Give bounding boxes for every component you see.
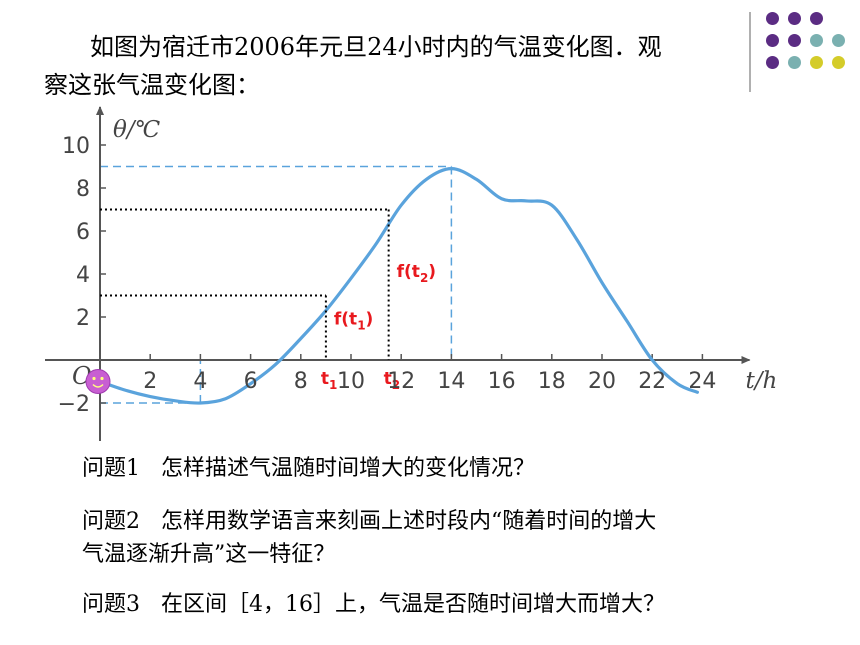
x-tick-label: 6 xyxy=(244,369,258,394)
decor-dot xyxy=(810,34,823,47)
decor-dot xyxy=(832,34,845,47)
intro-line-2: 察这张气温变化图： xyxy=(44,71,260,99)
x-tick-label: 24 xyxy=(688,369,716,394)
y-tick-label: 6 xyxy=(76,220,90,245)
decor-dot xyxy=(766,34,779,47)
x-tick-label: 22 xyxy=(638,369,666,394)
decor-dot xyxy=(810,12,823,25)
smiley-icon xyxy=(85,369,111,394)
intro-line-1: 如图为宿迁市2006年元旦24小时内的气温变化图．观 xyxy=(90,33,662,61)
y-tick-label: 8 xyxy=(76,177,90,202)
annotation-value-label: f(t1) xyxy=(334,310,373,333)
question-3: 问题3 在区间［4，16］上，气温是否随时间增大而增大？ xyxy=(82,592,665,617)
decor-dot xyxy=(766,12,779,25)
y-tick-label: −2 xyxy=(58,392,90,417)
line-layer xyxy=(98,167,699,405)
decor-dot xyxy=(810,56,823,69)
x-tick-label: 14 xyxy=(437,369,465,394)
decor-dot-grid xyxy=(766,12,858,74)
x-tick-label: 10 xyxy=(337,369,365,394)
annotation-t-label: t1 xyxy=(321,369,338,392)
x-tick-label: 18 xyxy=(538,369,566,394)
reference-lines-layer xyxy=(100,165,453,404)
decor-dot xyxy=(832,56,845,69)
intro-text: 如图为宿迁市2006年元旦24小时内的气温变化图．观 察这张气温变化图： xyxy=(44,28,750,104)
question-1: 问题1 怎样描述气温随时间增大的变化情况？ xyxy=(82,456,535,481)
question-2-line-1: 问题2 怎样用数学语言来刻画上述时段内“随着时间的增大 xyxy=(82,509,657,534)
smiley-eye xyxy=(92,376,96,381)
x-tick-label: 20 xyxy=(588,369,616,394)
x-tick-label: 4 xyxy=(193,369,207,394)
decor-divider xyxy=(749,12,751,92)
smiley-face xyxy=(85,369,111,394)
y-tick-label: 2 xyxy=(76,306,90,331)
y-tick-label: 4 xyxy=(76,263,90,288)
marker-layer xyxy=(85,369,111,394)
axis-layer xyxy=(45,106,751,441)
x-tick-label: 16 xyxy=(488,369,516,394)
decor-dot xyxy=(788,12,801,25)
decor-dot xyxy=(766,56,779,69)
x-tick-label: 12 xyxy=(387,369,415,394)
x-tick-label: 2 xyxy=(143,369,157,394)
annotation-value-label: f(t2) xyxy=(397,262,436,285)
y-axis-label: θ/℃ xyxy=(113,117,161,143)
x-axis-label: t/h xyxy=(746,368,778,394)
question-2-line-2: 气温逐渐升高”这一特征？ xyxy=(82,542,336,567)
y-tick-label: 10 xyxy=(62,134,90,159)
temperature-chart: t1f(t1)t2f(t2) 2 4 6 8 10 12 14 16 18 20 22 24−2246… xyxy=(45,106,778,441)
temperature-series-line xyxy=(98,167,699,405)
smiley-eye xyxy=(100,376,104,381)
decor-dot xyxy=(788,56,801,69)
annotation-layer: t1f(t1)t2f(t2) xyxy=(100,208,436,392)
x-tick-label: 8 xyxy=(294,369,308,394)
smiley-mouth xyxy=(92,383,104,388)
decor-dot xyxy=(788,34,801,47)
